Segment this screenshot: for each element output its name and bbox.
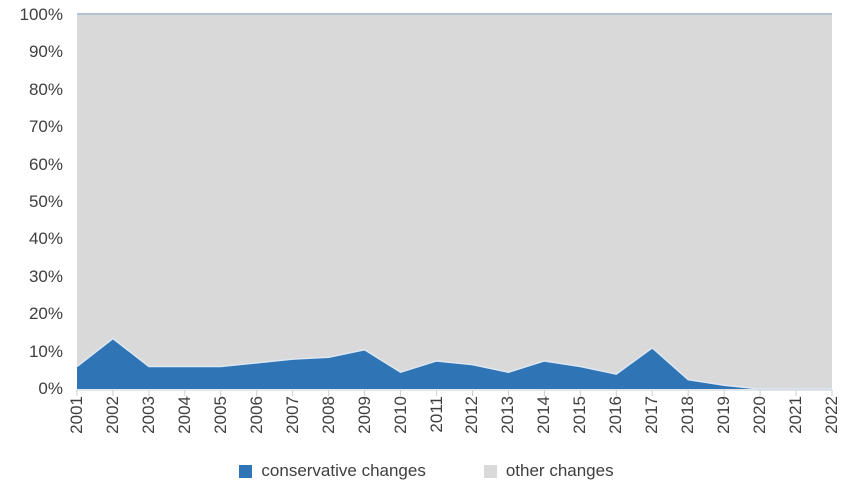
x-axis-tick-label: 2008 — [318, 396, 338, 434]
x-axis-tick-label: 2004 — [174, 396, 194, 434]
x-axis-tick-label: 2006 — [246, 396, 266, 434]
y-axis-tick-label: 40% — [28, 229, 63, 249]
x-axis-tick-label: 2018 — [678, 396, 698, 434]
y-axis-tick-label: 10% — [28, 341, 63, 361]
x-axis-tick-label: 2003 — [138, 396, 158, 434]
legend-swatch-conservative-changes-icon — [239, 464, 253, 478]
y-axis-tick-label: 70% — [28, 117, 63, 137]
y-axis-tick-label: 90% — [28, 42, 63, 62]
x-axis-tick-label: 2013 — [498, 396, 518, 434]
x-axis-tick-label: 2001 — [67, 396, 86, 434]
y-axis-tick-label: 30% — [28, 266, 63, 286]
y-axis-tick-label: 100% — [19, 5, 63, 24]
area-series-1 — [77, 15, 832, 389]
x-axis-tick-label: 2021 — [786, 396, 806, 434]
x-axis-tick-label: 2007 — [282, 396, 302, 434]
x-axis-tick-label: 2016 — [606, 396, 626, 434]
x-axis-tick-label: 2010 — [390, 396, 410, 434]
legend-label-other-changes: other changes — [505, 461, 614, 480]
x-axis-tick-label: 2022 — [822, 396, 841, 434]
y-axis-tick-label: 80% — [28, 79, 63, 99]
legend: conservative changes other changes — [0, 461, 853, 481]
legend-item-conservative-changes: conservative changes — [239, 461, 426, 481]
x-axis-tick-label: 2012 — [462, 396, 482, 434]
y-axis-tick-label: 20% — [28, 304, 63, 324]
legend-label-conservative-changes: conservative changes — [261, 461, 426, 480]
x-axis-tick-label: 2017 — [642, 396, 662, 434]
x-axis-tick-label: 2005 — [210, 396, 230, 434]
legend-swatch-other-changes-icon — [483, 464, 497, 478]
y-axis-tick-label: 0% — [38, 379, 63, 398]
x-axis-tick-label: 2009 — [354, 396, 374, 434]
area-series-0 — [77, 338, 832, 389]
x-axis-tick-label: 2020 — [750, 396, 770, 434]
y-axis-tick-label: 50% — [28, 192, 63, 211]
x-axis-tick-label: 2019 — [714, 396, 734, 434]
series-boundary-line — [76, 337, 832, 390]
legend-item-other-changes: other changes — [483, 461, 614, 481]
x-axis-tick-label: 2011 — [426, 396, 446, 433]
x-axis-tick-label: 2015 — [570, 396, 590, 434]
x-axis-tick-label: 2014 — [534, 396, 554, 434]
y-axis-tick-label: 60% — [28, 154, 63, 174]
x-axis-tick-label: 2002 — [102, 396, 122, 434]
plot-area — [76, 13, 833, 396]
